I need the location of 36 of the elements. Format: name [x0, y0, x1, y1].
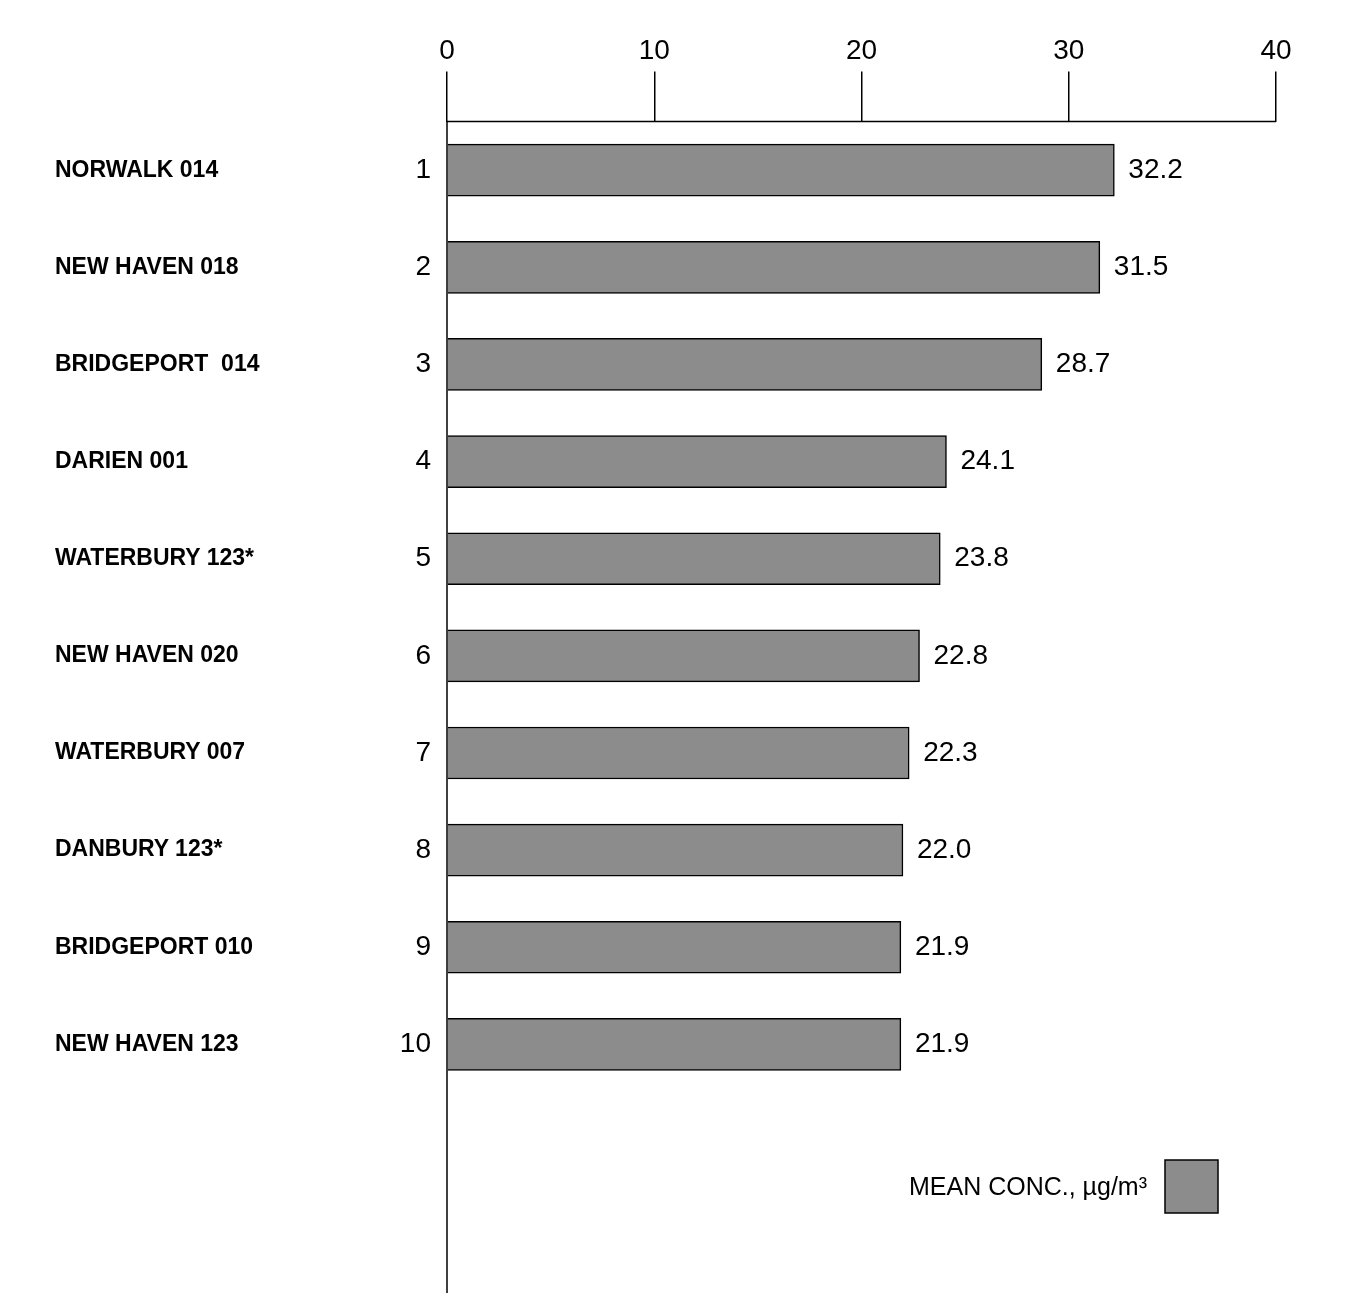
- text: 22.3: [923, 735, 978, 767]
- text: 1: [415, 152, 431, 184]
- y-tick-label: BRIDGEPORT 010: [55, 932, 254, 959]
- x-tick-label: 30: [1053, 33, 1085, 65]
- text: 32.2: [1128, 152, 1183, 184]
- y-tick-label: WATERBURY 123*: [55, 544, 255, 571]
- y-tick-label: DARIEN 001: [55, 446, 189, 473]
- x-tick-label: 40: [1260, 33, 1292, 65]
- text: 10: [399, 1027, 431, 1059]
- y-tick-label: WATERBURY 007: [55, 738, 246, 765]
- text: 24.1: [960, 444, 1015, 476]
- x-tick-label: 0: [439, 33, 455, 65]
- y-tick-label: NEW HAVEN 018: [55, 252, 239, 279]
- text: 28.7: [1055, 347, 1111, 379]
- text: 4: [415, 444, 431, 476]
- x-tick-label: 10: [638, 33, 670, 65]
- y-tick-label: BRIDGEPORT 014: [55, 349, 260, 376]
- y-tick-label: NEW HAVEN 020: [55, 641, 239, 668]
- y-tick-label: DANBURY 123*: [55, 835, 223, 862]
- text: 6: [415, 638, 431, 670]
- legend-label: MEAN CONC., µg/m³: [908, 1171, 1147, 1200]
- text: 31.5: [1113, 250, 1169, 282]
- x-tick-label: 20: [845, 33, 878, 65]
- text: 21.9: [914, 1027, 970, 1059]
- text: 3: [415, 347, 431, 379]
- text: 21.9: [914, 930, 970, 962]
- text: 22.0: [916, 832, 972, 864]
- text: 22.8: [933, 638, 989, 670]
- text: 2: [415, 250, 431, 282]
- y-tick-label: NEW HAVEN 123: [55, 1029, 239, 1056]
- text: 23.8: [954, 541, 1009, 573]
- y-tick-label: NORWALK 014: [55, 155, 219, 182]
- text: 9: [415, 930, 431, 962]
- text: 7: [415, 735, 431, 767]
- text: 8: [415, 832, 431, 864]
- text: 5: [415, 541, 431, 573]
